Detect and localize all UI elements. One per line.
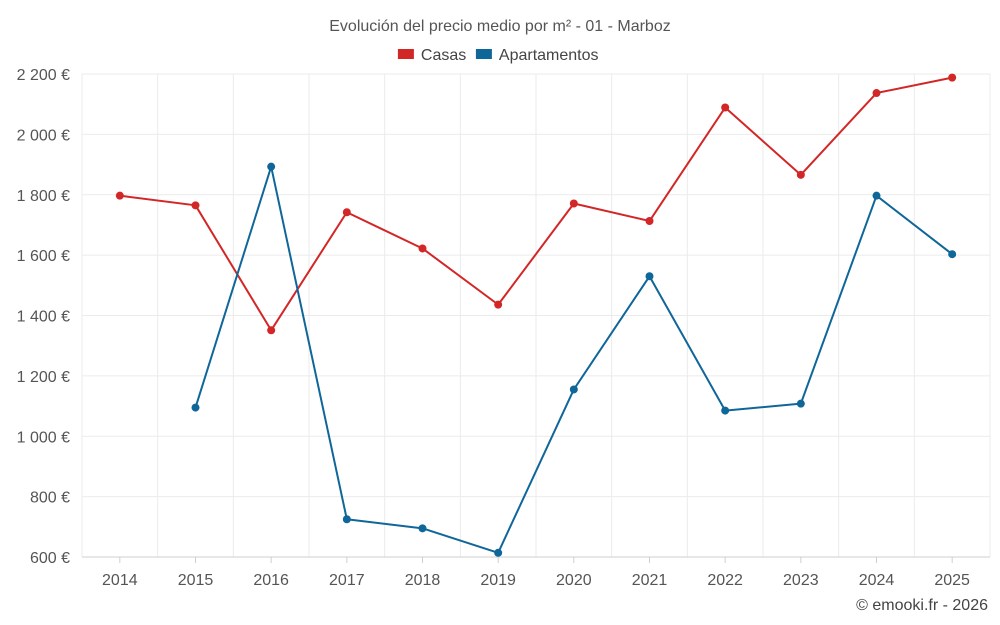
series-group [115, 73, 957, 557]
data-point[interactable] [948, 250, 957, 259]
y-tick-label: 1 400 € [17, 309, 70, 326]
data-point[interactable] [796, 399, 805, 408]
x-tick-label: 2018 [405, 572, 441, 589]
y-tick-label: 1 800 € [17, 188, 70, 205]
data-point[interactable] [342, 515, 351, 524]
data-point[interactable] [342, 208, 351, 217]
x-tick-label: 2025 [934, 572, 970, 589]
grid [81, 73, 991, 558]
data-point[interactable] [721, 406, 730, 415]
y-tick-label: 2 000 € [17, 127, 70, 144]
data-point[interactable] [569, 199, 578, 208]
data-point[interactable] [191, 403, 200, 412]
x-tick-label: 2022 [707, 572, 743, 589]
legend-item-apartamentos[interactable]: Apartamentos [475, 47, 599, 64]
chart-title: Evolución del precio medio por m² - 01 -… [329, 18, 670, 35]
x-tick-label: 2014 [102, 572, 138, 589]
data-point[interactable] [418, 524, 427, 533]
legend-swatch [475, 49, 492, 59]
legend-item-casas[interactable]: Casas [397, 47, 466, 64]
x-tick-label: 2021 [632, 572, 668, 589]
data-point[interactable] [267, 326, 276, 335]
data-point[interactable] [645, 272, 654, 281]
series-casas [115, 73, 957, 335]
y-tick-label: 600 € [30, 550, 70, 567]
data-point[interactable] [191, 201, 200, 210]
credit-text: © emooki.fr - 2026 [856, 597, 988, 614]
legend: Casas Apartamentos [397, 47, 599, 64]
x-tick-label: 2017 [329, 572, 365, 589]
y-tick-label: 800 € [30, 490, 70, 507]
x-axis: 2014 2015 2016 2017 2018 2019 2020 2021 2022 2023… [82, 556, 990, 589]
legend-label: Casas [421, 47, 466, 64]
y-axis: 600 € 800 € 1 000 € 1 200 € 1 400 € 1 600 € 1 … [17, 67, 70, 567]
data-point[interactable] [872, 89, 881, 98]
y-tick-label: 2 200 € [17, 67, 70, 84]
x-tick-label: 2020 [556, 572, 592, 589]
data-point[interactable] [494, 548, 503, 557]
data-point[interactable] [418, 244, 427, 253]
x-tick-label: 2016 [253, 572, 289, 589]
y-tick-label: 1 600 € [17, 248, 70, 265]
legend-swatch [397, 49, 414, 59]
data-point[interactable] [948, 73, 957, 82]
data-point[interactable] [645, 217, 654, 226]
data-point[interactable] [267, 162, 276, 171]
data-point[interactable] [569, 385, 578, 394]
data-point[interactable] [115, 191, 124, 200]
y-tick-label: 1 200 € [17, 369, 70, 386]
data-point[interactable] [721, 103, 730, 112]
legend-label: Apartamentos [499, 47, 599, 64]
data-point[interactable] [796, 170, 805, 179]
series-line [119, 76, 953, 332]
x-tick-label: 2023 [783, 572, 819, 589]
data-point[interactable] [494, 300, 503, 309]
x-tick-label: 2024 [859, 572, 895, 589]
x-tick-label: 2019 [480, 572, 516, 589]
series-apartamentos [191, 162, 957, 557]
data-point[interactable] [872, 191, 881, 200]
x-tick-label: 2015 [178, 572, 214, 589]
y-tick-label: 1 000 € [17, 429, 70, 446]
